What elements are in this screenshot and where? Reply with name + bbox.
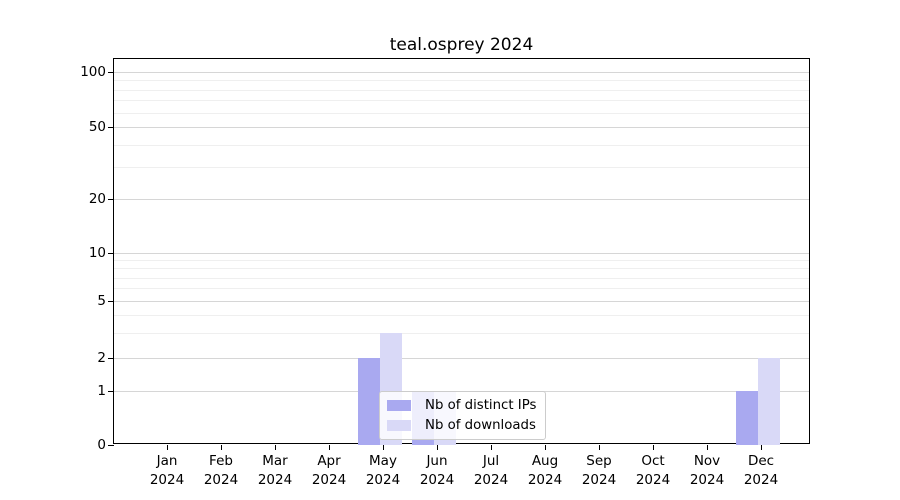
gridline-minor-7 xyxy=(114,278,809,279)
gridline-major-5 xyxy=(114,301,809,302)
legend-label-downloads: Nb of downloads xyxy=(425,418,536,433)
y-tick-label-50: 50 xyxy=(88,119,106,135)
y-tick-mark-2 xyxy=(108,358,114,359)
gridline-minor-40 xyxy=(114,145,809,146)
y-tick-label-5: 5 xyxy=(97,293,106,309)
y-tick-mark-100 xyxy=(108,72,114,73)
x-tick-mark-dec xyxy=(761,445,762,450)
legend: Nb of distinct IPs Nb of downloads xyxy=(379,391,546,440)
gridline-major-10 xyxy=(114,253,809,254)
bar-distinct-ips-may xyxy=(358,358,380,445)
x-tick-label-jul: Jul 2024 xyxy=(473,453,509,488)
gridline-minor-9 xyxy=(114,260,809,261)
y-tick-label-0: 0 xyxy=(97,437,106,453)
y-tick-mark-20 xyxy=(108,199,114,200)
gridline-minor-3 xyxy=(114,333,809,334)
bar-downloads-dec xyxy=(758,358,780,445)
x-tick-mark-apr xyxy=(329,445,330,450)
x-tick-label-jun: Jun 2024 xyxy=(419,453,455,488)
gridline-minor-8 xyxy=(114,268,809,269)
x-tick-label-dec: Dec 2024 xyxy=(743,453,779,488)
x-tick-mark-mar xyxy=(275,445,276,450)
x-tick-mark-jan xyxy=(167,445,168,450)
plot-area: Nb of distinct IPs Nb of downloads 0 1 2 5 1… xyxy=(80,58,810,488)
y-tick-mark-5 xyxy=(108,301,114,302)
x-tick-label-oct: Oct 2024 xyxy=(635,453,671,488)
gridline-minor-60 xyxy=(114,113,809,114)
y-tick-label-10: 10 xyxy=(88,245,106,261)
gridline-minor-4 xyxy=(114,315,809,316)
x-tick-mark-oct xyxy=(653,445,654,450)
gridline-minor-90 xyxy=(114,80,809,81)
x-tick-mark-aug xyxy=(545,445,546,450)
legend-label-distinct-ips: Nb of distinct IPs xyxy=(425,398,537,413)
y-tick-mark-50 xyxy=(108,127,114,128)
x-tick-label-mar: Mar 2024 xyxy=(257,453,293,488)
x-tick-label-feb: Feb 2024 xyxy=(203,453,239,488)
y-tick-label-20: 20 xyxy=(88,191,106,207)
x-tick-mark-may xyxy=(383,445,384,450)
legend-swatch-downloads-icon xyxy=(387,420,411,431)
y-tick-mark-0 xyxy=(108,445,114,446)
gridline-major-50 xyxy=(114,127,809,128)
gridline-minor-70 xyxy=(114,100,809,101)
x-tick-label-apr: Apr 2024 xyxy=(311,453,347,488)
gridline-minor-80 xyxy=(114,90,809,91)
gridline-minor-6 xyxy=(114,288,809,289)
chart-title: teal.osprey 2024 xyxy=(389,35,534,55)
x-tick-mark-jun xyxy=(437,445,438,450)
gridline-minor-30 xyxy=(114,167,809,168)
x-tick-label-may: May 2024 xyxy=(365,453,401,488)
x-tick-mark-feb xyxy=(221,445,222,450)
bar-distinct-ips-dec xyxy=(736,391,758,445)
gridline-major-20 xyxy=(114,199,809,200)
x-tick-label-nov: Nov 2024 xyxy=(689,453,725,488)
legend-swatch-distinct-ips-icon xyxy=(387,400,411,411)
y-tick-label-100: 100 xyxy=(80,64,106,80)
legend-item-distinct-ips: Nb of distinct IPs xyxy=(387,397,537,414)
x-tick-label-sep: Sep 2024 xyxy=(581,453,617,488)
y-tick-mark-1 xyxy=(108,391,114,392)
legend-item-downloads: Nb of downloads xyxy=(387,417,537,434)
gridline-major-2 xyxy=(114,358,809,359)
y-tick-label-1: 1 xyxy=(97,383,106,399)
gridline-major-100 xyxy=(114,72,809,73)
x-tick-mark-nov xyxy=(707,445,708,450)
x-tick-mark-jul xyxy=(491,445,492,450)
x-tick-mark-sep xyxy=(599,445,600,450)
x-tick-label-aug: Aug 2024 xyxy=(527,453,563,488)
y-tick-mark-10 xyxy=(108,253,114,254)
y-tick-label-2: 2 xyxy=(97,350,106,366)
x-tick-label-jan: Jan 2024 xyxy=(149,453,185,488)
